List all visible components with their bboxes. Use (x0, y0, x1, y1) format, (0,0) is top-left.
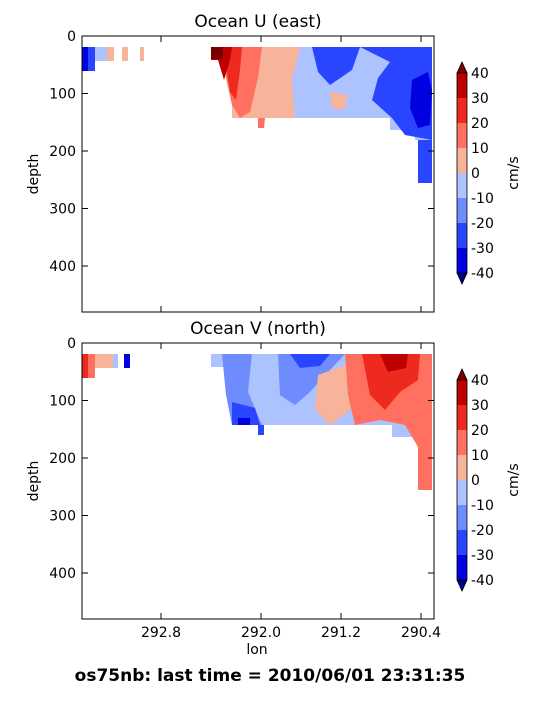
panel-u-axes-frame (81, 35, 435, 313)
panel-ocean-v: Ocean V (north) (26, 319, 522, 658)
panel-v-ytick-200: 200 (49, 451, 76, 467)
panel-v-title: Ocean V (north) (190, 319, 326, 339)
colorbar-v-tick-m20: -20 (471, 523, 494, 539)
colorbar-u-tick-20: 20 (471, 116, 489, 132)
colorbar-v-tick-m10: -10 (471, 498, 494, 514)
figure-footer: os75nb: last time = 2010/06/01 23:31:35 (74, 666, 466, 686)
v-blue-tail (258, 425, 264, 435)
u-patch-left-5 (122, 47, 128, 61)
colorbar-u-tick-30: 30 (471, 91, 489, 107)
colorbar-v-band-m20-m10 (457, 505, 467, 530)
colorbar-u-band-10-20 (457, 123, 467, 148)
u-pink-right (330, 92, 348, 110)
u-pink-tail (258, 118, 265, 128)
xtick-290-4: 290.4 (401, 625, 441, 641)
u-extend-patch (211, 47, 223, 59)
xtick-292-8: 292.8 (141, 625, 181, 641)
panel-u-ylabel: depth (26, 154, 42, 195)
colorbar-u-tick-m30: -30 (471, 241, 494, 257)
u-patch-left-3 (95, 47, 107, 61)
colorbar-v-frame (456, 379, 468, 581)
colorbar-u: 40 30 20 10 0 -10 -20 -30 -40 cm/s (456, 61, 522, 285)
colorbar-u-band-0-10 (457, 148, 467, 173)
panel-u-title: Ocean U (east) (194, 12, 321, 32)
colorbar-v-band-m40-m30 (457, 555, 467, 580)
panel-u-ytick-200: 200 (49, 144, 76, 160)
colorbar-v-extend-bottom (456, 579, 468, 592)
colorbar-v: 40 30 20 10 0 -10 -20 -30 -40 cm/s (456, 368, 522, 592)
colorbar-u-tick-40: 40 (471, 66, 489, 82)
v-blue-mid (278, 354, 345, 405)
colorbar-u-tick-m20: -20 (471, 216, 494, 232)
colorbar-u-band-m40-m30 (457, 248, 467, 273)
panel-v-ytick-100: 100 (49, 394, 76, 410)
colorbar-u-frame (456, 72, 468, 274)
u-blue-mid (312, 47, 360, 85)
xtick-291-2: 291.2 (321, 625, 361, 641)
colorbar-v-tick-m30: -30 (471, 548, 494, 564)
v-patch-left-4 (113, 354, 118, 368)
colorbar-v-label: cm/s (506, 463, 522, 496)
u-blue-right-deep (410, 72, 432, 128)
colorbar-v-tick-m40: -40 (471, 573, 494, 589)
contour-field-u (82, 47, 432, 183)
colorbar-u-label: cm/s (506, 156, 522, 189)
colorbar-v-band-10-20 (457, 430, 467, 455)
panel-u-ytick-300: 300 (49, 202, 76, 218)
panel-v-yticks: 0 100 200 300 400 (49, 336, 434, 582)
panel-v-ylabel: depth (26, 461, 42, 502)
colorbar-v-band-m30-m20 (457, 530, 467, 555)
u-patch-left-2 (82, 47, 88, 71)
colorbar-u-extend-top (456, 61, 468, 74)
v-tail-right (418, 447, 432, 490)
panel-u-yticks: 0 100 200 300 400 (49, 29, 434, 275)
u-tail-right (418, 140, 432, 183)
colorbar-u-tick-m40: -40 (471, 266, 494, 282)
panel-v-axes-frame (81, 342, 435, 620)
u-patch-left-6 (140, 47, 144, 61)
panel-u-ytick-0: 0 (67, 29, 76, 45)
colorbar-v-tick-10: 10 (471, 448, 489, 464)
v-extend-patch (238, 418, 250, 425)
colorbar-u-extend-bottom (456, 272, 468, 285)
xaxis-label: lon (246, 642, 267, 658)
colorbar-v-band-30-40 (457, 380, 467, 405)
colorbar-v-band-0-10 (457, 455, 467, 480)
colorbar-v-extend-top (456, 368, 468, 381)
panel-u-xticks (160, 36, 422, 312)
panel-v-xticks: 292.8 292.0 291.2 290.4 (141, 343, 441, 641)
panel-v-ytick-300: 300 (49, 509, 76, 525)
v-patch-left-5 (124, 354, 130, 368)
colorbar-v-band-20-30 (457, 405, 467, 430)
xtick-292-0: 292.0 (241, 625, 281, 641)
panel-ocean-u: Ocean U (east) (26, 12, 522, 313)
panel-u-ytick-100: 100 (49, 87, 76, 103)
colorbar-u-tick-10: 10 (471, 141, 489, 157)
panel-v-ytick-0: 0 (67, 336, 76, 352)
colorbar-u-band-m10-0 (457, 173, 467, 198)
colorbar-u-band-m20-m10 (457, 198, 467, 223)
colorbar-v-tick-30: 30 (471, 398, 489, 414)
colorbar-v-band-m10-0 (457, 480, 467, 505)
v-blue-mid-dark (290, 354, 330, 368)
colorbar-u-band-m30-m20 (457, 223, 467, 248)
v-patch-left-2 (82, 354, 88, 378)
colorbar-u-band-30-40 (457, 73, 467, 98)
colorbar-v-tick-20: 20 (471, 423, 489, 439)
panel-u-ytick-400: 400 (49, 259, 76, 275)
panel-v-ytick-400: 400 (49, 566, 76, 582)
colorbar-v-tick-0: 0 (471, 473, 480, 489)
contour-field-v (82, 354, 432, 490)
colorbar-v-tick-40: 40 (471, 373, 489, 389)
colorbar-u-tick-m10: -10 (471, 191, 494, 207)
v-patch-left-3 (95, 354, 113, 368)
colorbar-u-band-20-30 (457, 98, 467, 123)
u-patch-left-4 (107, 47, 114, 61)
v-core-right (380, 354, 408, 372)
colorbar-u-tick-0: 0 (471, 166, 480, 182)
